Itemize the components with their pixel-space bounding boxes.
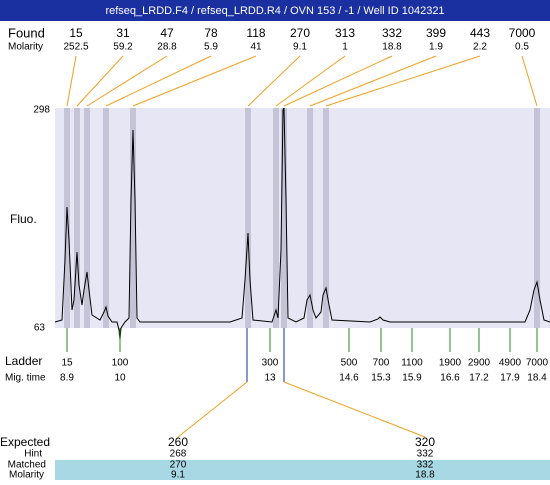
found-size: 270 [290, 26, 310, 40]
expected-molarity-label: Molarity [9, 470, 44, 480]
ladder-size: 300 [262, 358, 279, 369]
found-size: 443 [470, 26, 490, 40]
ladder-size: 1900 [439, 358, 462, 369]
peak-band [130, 108, 136, 328]
found-molarity: 28.8 [157, 42, 177, 53]
found-molarity: 0.5 [515, 42, 529, 53]
ladder-size: 15 [61, 358, 73, 369]
ladder-time: 8.9 [60, 373, 74, 384]
found-molarity: 59.2 [113, 42, 133, 53]
ladder-time: 14.6 [339, 373, 359, 384]
ladder-size: 100 [112, 358, 129, 369]
found-molarity: 5.9 [204, 42, 218, 53]
found-molarity: 9.1 [293, 42, 307, 53]
peak-band [84, 108, 90, 328]
ladder-time: 15.3 [371, 373, 391, 384]
ladder-time: 13 [264, 373, 276, 384]
peak-connector [275, 55, 346, 107]
found-molarity: 2.2 [473, 42, 487, 53]
ladder-label: Ladder [5, 354, 42, 368]
expected-connector [177, 381, 248, 438]
hint-value: 332 [417, 449, 434, 460]
peak-connector [86, 55, 168, 107]
peak-band [307, 108, 313, 328]
y-axis-label: Fluo. [10, 212, 37, 226]
found-size: 47 [160, 26, 174, 40]
peak-connector [66, 55, 77, 107]
expected-label: Expected [0, 435, 50, 449]
found-label: Found [8, 25, 45, 40]
hint-value: 268 [170, 449, 187, 460]
peak-connector [309, 55, 437, 107]
ladder-size: 2900 [468, 358, 491, 369]
expected-size: 260 [168, 435, 188, 449]
peak-band [273, 108, 279, 328]
found-molarity: 18.8 [382, 42, 402, 53]
title-bar [0, 0, 550, 21]
peak-connector [325, 55, 481, 107]
expected-molarity: 9.1 [171, 470, 185, 480]
found-molarity: 252.5 [63, 42, 88, 53]
hint-label: Hint [24, 449, 42, 460]
peak-connector [132, 55, 257, 107]
title: refseq_LRDD.F4 / refseq_LRDD.R4 / OVN 15… [105, 5, 444, 17]
ladder-time: 18.4 [527, 373, 547, 384]
found-size: 15 [69, 26, 83, 40]
matched-label: Matched [8, 460, 46, 471]
trace [54, 107, 550, 341]
peak-connector [105, 55, 212, 107]
peak-connector [283, 55, 393, 107]
expected-connector [283, 381, 426, 438]
found-size: 313 [335, 26, 355, 40]
found-molarity: 41 [250, 42, 262, 53]
y-top-label: 298 [33, 105, 50, 116]
y-bottom-label: 63 [34, 323, 46, 334]
peak-band [281, 108, 287, 328]
peak-band [103, 108, 109, 328]
found-size: 7000 [509, 26, 536, 40]
found-size: 332 [382, 26, 402, 40]
ladder-size: 4900 [499, 358, 522, 369]
matched-background [55, 460, 550, 480]
expected-molarity: 18.8 [415, 470, 435, 480]
peak-band [323, 108, 329, 328]
ladder-time: 17.9 [500, 373, 520, 384]
peak-connector [76, 55, 124, 107]
found-molarity: 1 [342, 42, 348, 53]
ladder-size: 500 [341, 358, 358, 369]
peak-band [245, 108, 251, 328]
ladder-time: 16.6 [440, 373, 460, 384]
matched-value: 332 [417, 460, 434, 471]
found-size: 31 [116, 26, 130, 40]
molarity-label: Molarity [8, 42, 43, 53]
found-size: 399 [426, 26, 446, 40]
ladder-size: 700 [373, 358, 390, 369]
expected-size: 320 [415, 435, 435, 449]
found-molarity: 1.9 [429, 42, 443, 53]
ladder-time: 17.2 [469, 373, 489, 384]
ladder-time: 10 [114, 373, 126, 384]
ladder-size: 1100 [401, 358, 423, 369]
peak-connector [521, 55, 538, 107]
ladder-size: 7000 [526, 358, 549, 369]
ladder-time: 15.9 [402, 373, 422, 384]
plot-area [55, 108, 550, 328]
peak-connector [247, 55, 301, 107]
peak-band [534, 108, 540, 328]
found-size: 118 [246, 26, 265, 40]
matched-value: 270 [170, 460, 187, 471]
mig-time-label: Mig. time [5, 373, 46, 384]
peak-band [74, 108, 80, 328]
found-size: 78 [204, 26, 218, 40]
